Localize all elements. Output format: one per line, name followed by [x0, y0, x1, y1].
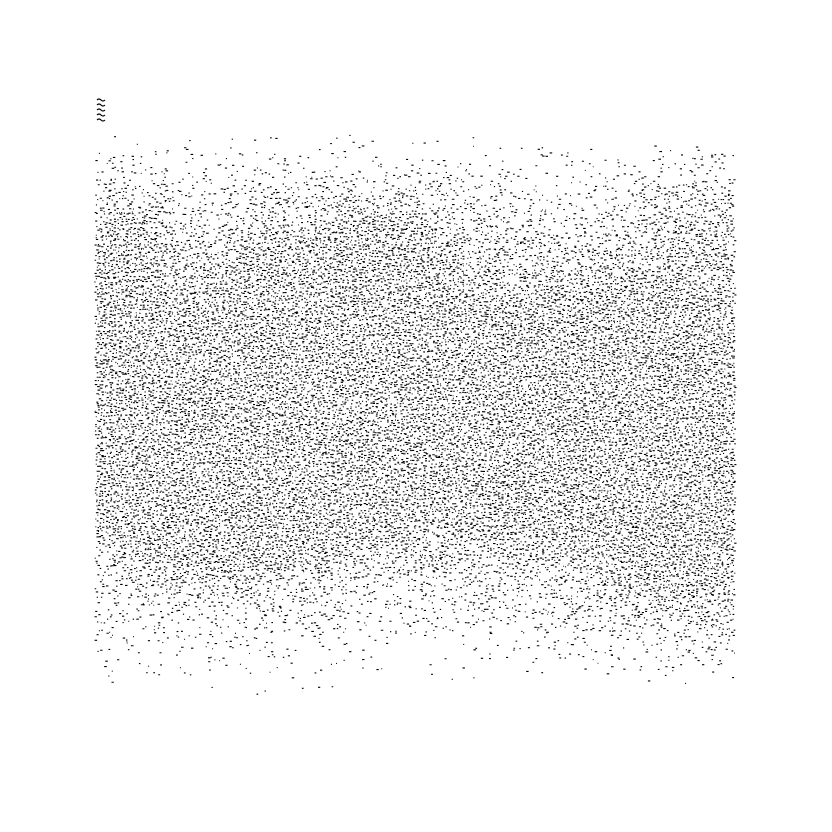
- corner-squiggle-mark: [96, 98, 106, 122]
- squiggle-line: [96, 108, 106, 112]
- squiggle-line: [96, 113, 106, 117]
- stipple-dots: [94, 134, 737, 695]
- squiggle-line: [96, 98, 106, 102]
- squiggle-line: [96, 103, 106, 107]
- squiggle-line: [96, 118, 106, 122]
- stipple-dot-field: [94, 134, 737, 695]
